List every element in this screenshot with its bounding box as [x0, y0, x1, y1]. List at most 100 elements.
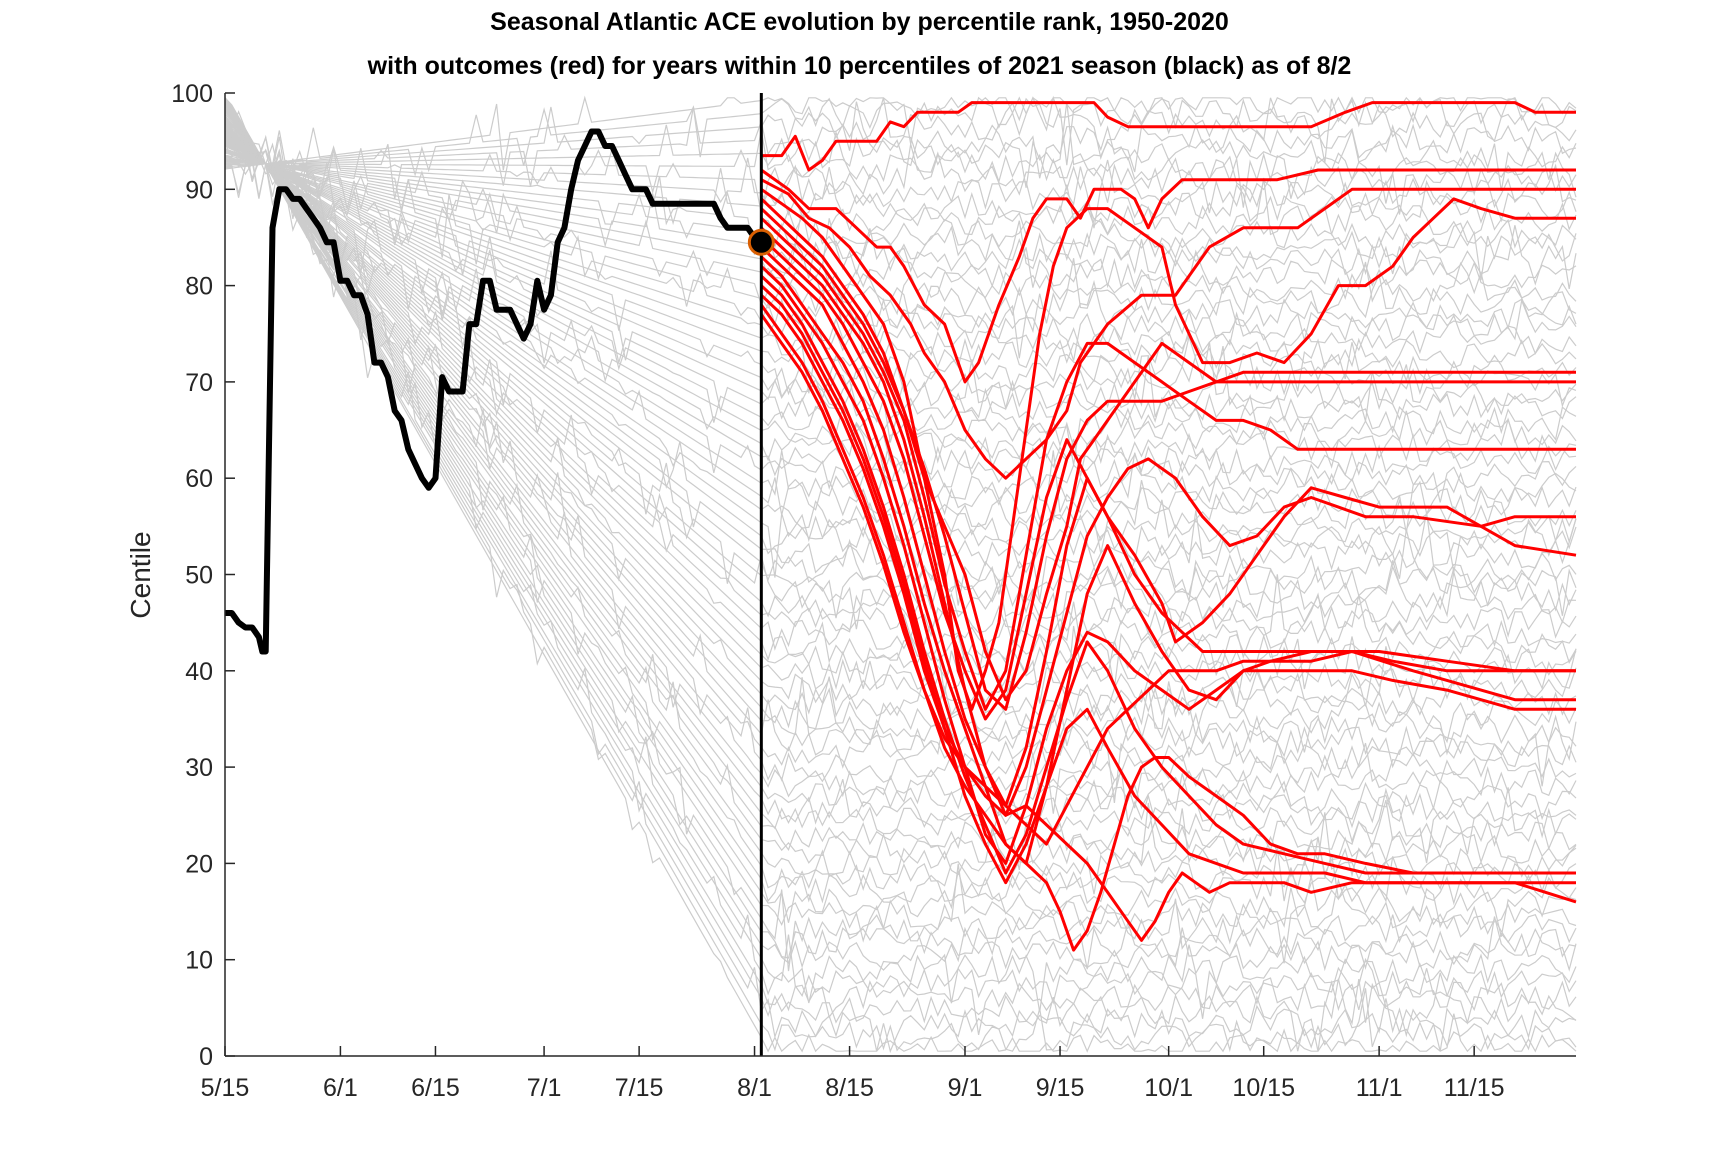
historical-year-line [224, 137, 1577, 316]
historical-year-line [224, 140, 1577, 477]
x-tick-label: 11/1 [1356, 1074, 1403, 1102]
analog-year-line [760, 246, 1576, 808]
analog-year-line [760, 168, 1576, 384]
y-tick-label: 70 [185, 369, 213, 397]
analog-year-line [760, 284, 1577, 904]
historical-year-line [224, 110, 1577, 864]
historical-year-line [224, 139, 1577, 477]
chart-title: Seasonal Atlantic ACE evolution by perce… [490, 8, 1229, 36]
historical-year-line [224, 98, 1577, 1019]
historical-year-line [224, 130, 1577, 208]
analog-year-line [760, 197, 1576, 702]
x-tick-label: 9/1 [948, 1074, 983, 1102]
chart-subtitle: with outcomes (red) for years within 10 … [367, 52, 1352, 80]
analog-year-line [760, 236, 1577, 721]
historical-year-line [224, 119, 1577, 747]
x-tick-label: 8/15 [825, 1074, 874, 1102]
y-ticks: 0 10 20 30 40 50 60 70 80 90 100 [171, 80, 235, 1071]
y-tick-label: 60 [185, 465, 213, 493]
x-tick-label: 11/15 [1444, 1074, 1505, 1102]
historical-year-line [224, 123, 1577, 695]
x-tick-label: 6/1 [323, 1074, 358, 1102]
analog-year-line [760, 304, 1576, 952]
x-tick-label: 7/1 [527, 1074, 562, 1102]
historical-year-line [224, 101, 1577, 970]
x-tick-label: 9/15 [1036, 1074, 1085, 1102]
historical-year-line [224, 102, 1577, 972]
historical-year-line [224, 97, 1577, 1036]
historical-year-line [224, 124, 1577, 690]
historical-year-line [224, 145, 1577, 226]
x-tick-label: 5/15 [201, 1074, 250, 1102]
y-tick-label: 0 [199, 1043, 213, 1071]
historical-year-line [224, 95, 1577, 171]
historical-year-line [224, 117, 1577, 787]
historical-year-line [224, 157, 1577, 255]
y-tick-label: 100 [171, 80, 213, 108]
y-tick-label: 40 [185, 658, 213, 686]
historical-year-line [224, 95, 1577, 168]
series-2021-line [225, 128, 764, 655]
historical-year-line [224, 110, 1577, 717]
x-tick-label: 10/1 [1144, 1074, 1193, 1102]
x-tick-label: 7/15 [615, 1074, 664, 1102]
historical-year-line [224, 97, 1577, 1052]
historical-year-line [224, 97, 1577, 1053]
historical-year-line [224, 138, 1577, 503]
historical-year-line [224, 96, 1577, 194]
historical-year-line [224, 152, 1577, 334]
historical-year-line [224, 149, 1577, 359]
x-tick-label: 10/15 [1232, 1074, 1295, 1102]
historical-year-line [224, 105, 1577, 906]
analog-year-line [760, 217, 1576, 711]
historical-year-line [224, 133, 1577, 563]
historical-year-line [224, 108, 1577, 876]
historical-year-line [224, 128, 1577, 634]
historical-year-line [224, 97, 1577, 1054]
historical-year-line [224, 157, 1577, 229]
analog-year-line [760, 226, 1576, 817]
y-tick-label: 90 [185, 176, 213, 204]
historical-year-line [224, 99, 1577, 1013]
historical-year-line [224, 97, 1577, 1053]
y-tick-label: 80 [185, 273, 213, 301]
historical-year-line [224, 100, 1577, 972]
analog-year-line [760, 207, 1576, 711]
historical-years-lines [224, 95, 1577, 1054]
analog-year-line [760, 313, 1576, 942]
y-axis-label: Centile [125, 531, 156, 618]
historical-year-line [224, 112, 1577, 829]
historical-year-line [224, 103, 1577, 964]
historical-year-line [224, 134, 1577, 578]
historical-year-line [224, 144, 1577, 418]
historical-year-line [224, 101, 1577, 192]
current-point-marker [747, 228, 775, 256]
historical-year-line [224, 122, 1577, 708]
y-tick-label: 20 [185, 850, 213, 878]
analog-year-line [760, 294, 1576, 846]
analog-years-lines [760, 101, 1577, 952]
x-tick-label: 6/15 [411, 1074, 460, 1102]
analog-year-line [760, 274, 1576, 875]
analog-year-line [761, 101, 1576, 172]
historical-year-line [224, 135, 1577, 554]
historical-year-line [224, 116, 1577, 803]
analog-year-line [760, 188, 1576, 711]
x-tick-label: 8/1 [737, 1074, 772, 1102]
analog-year-line [760, 265, 1576, 865]
historical-year-line [224, 109, 1577, 871]
historical-year-line [224, 149, 1577, 357]
historical-year-line [224, 101, 1577, 198]
historical-year-line [224, 120, 1577, 718]
historical-year-line [224, 148, 1577, 394]
y-tick-label: 10 [185, 947, 213, 975]
historical-year-line [224, 118, 1577, 762]
historical-year-line [224, 130, 1577, 281]
historical-year-line [224, 104, 1577, 937]
historical-year-line [224, 106, 1577, 894]
analog-year-line [760, 178, 1576, 480]
historical-year-line [224, 115, 1577, 814]
y-tick-label: 50 [185, 562, 213, 590]
historical-year-line [224, 125, 1577, 660]
